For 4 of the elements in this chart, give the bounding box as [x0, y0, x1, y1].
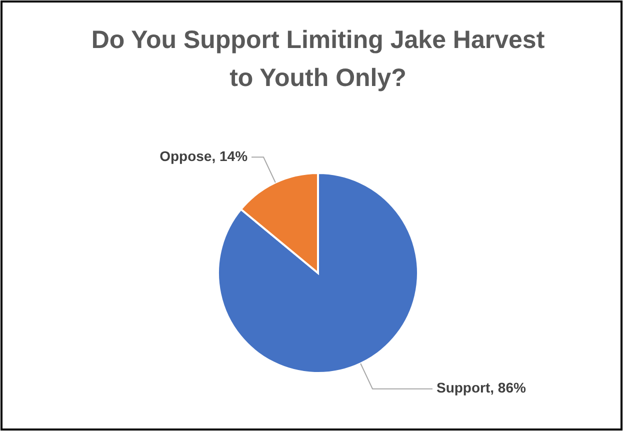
pie-slice	[217, 172, 419, 374]
slice-label: Support, 86%	[436, 380, 527, 396]
chart-title: Do You Support Limiting Jake Harvest to Youth Only?	[91, 26, 546, 92]
slice-label: Oppose, 14%	[160, 148, 248, 164]
